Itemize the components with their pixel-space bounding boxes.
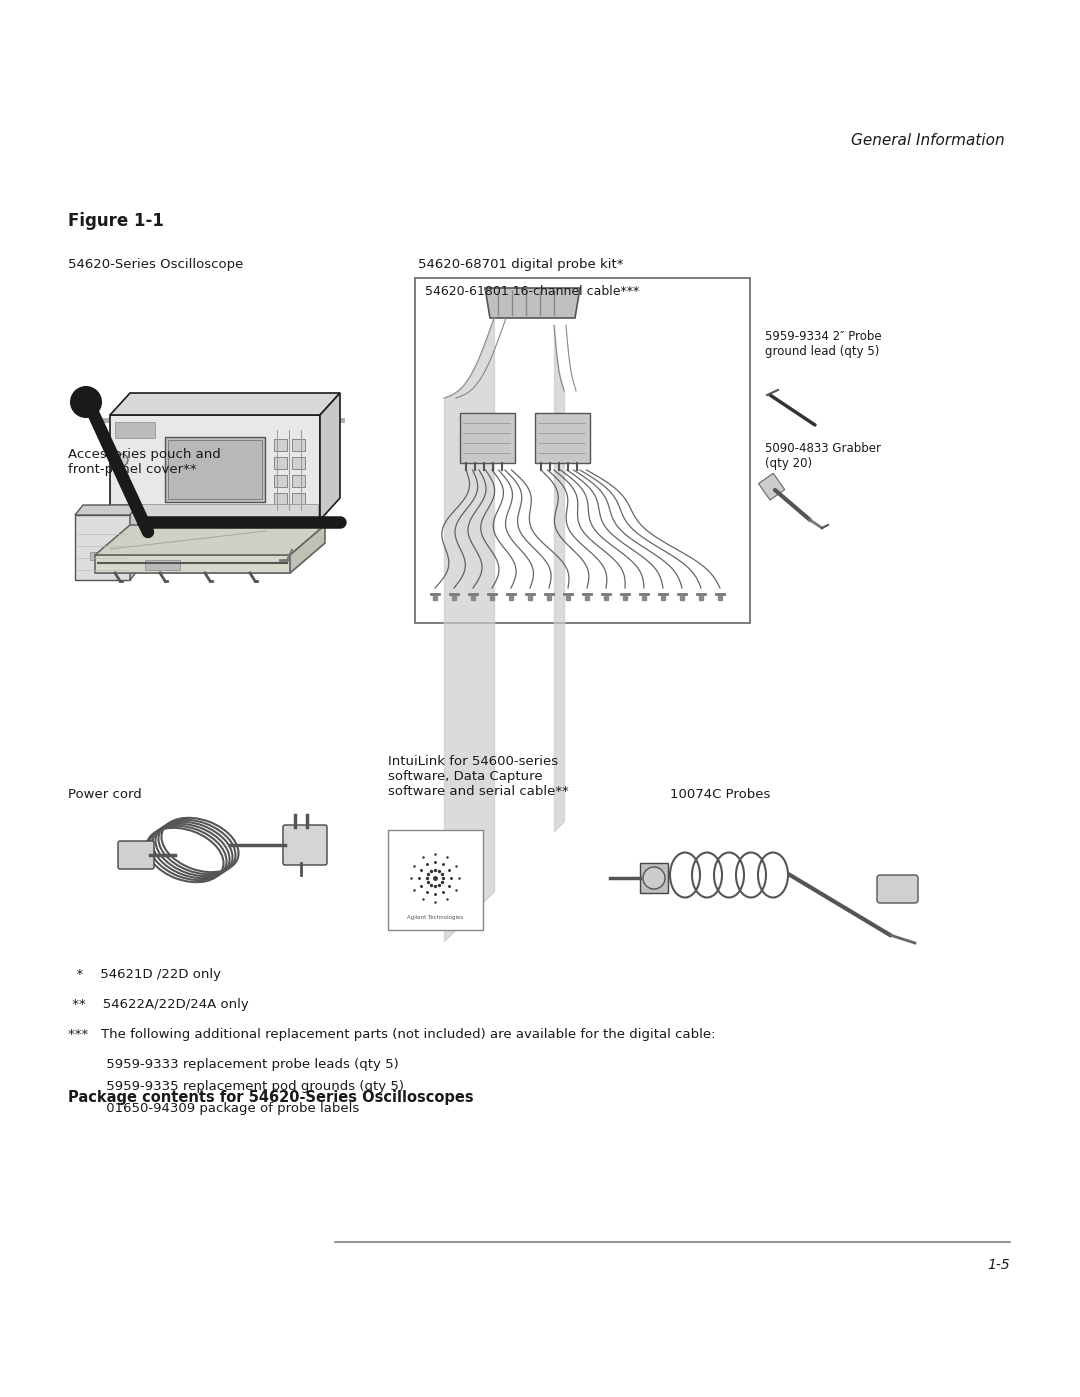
Text: *    54621D /22D only: * 54621D /22D only	[68, 968, 221, 981]
Text: 5959-9334 2″ Probe
ground lead (qty 5): 5959-9334 2″ Probe ground lead (qty 5)	[765, 330, 881, 358]
Text: 5959-9333 replacement probe leads (qty 5): 5959-9333 replacement probe leads (qty 5…	[68, 1058, 399, 1071]
Polygon shape	[95, 418, 345, 423]
Text: 01650-94309 package of probe labels: 01650-94309 package of probe labels	[68, 1102, 360, 1115]
Circle shape	[70, 386, 102, 418]
Text: IntuiLink for 54600-series
software, Data Capture
software and serial cable**: IntuiLink for 54600-series software, Dat…	[388, 754, 569, 798]
Polygon shape	[95, 543, 325, 573]
Polygon shape	[320, 393, 340, 520]
Text: Package contents for 54620-Series Oscilloscopes: Package contents for 54620-Series Oscill…	[68, 1090, 474, 1105]
Text: General Information: General Information	[851, 133, 1005, 148]
Bar	[274, 493, 287, 504]
Bar	[110, 415, 320, 520]
Bar	[640, 863, 669, 893]
FancyBboxPatch shape	[877, 875, 918, 902]
Bar	[274, 439, 287, 451]
Text: 5090-4833 Grabber
(qty 20): 5090-4833 Grabber (qty 20)	[765, 441, 881, 469]
Bar	[274, 475, 287, 488]
Bar	[75, 515, 130, 580]
Circle shape	[643, 868, 665, 888]
Bar	[415, 278, 750, 623]
Bar	[165, 437, 265, 502]
Text: **    54622A/22D/24A only: ** 54622A/22D/24A only	[68, 997, 248, 1011]
Bar	[460, 414, 515, 462]
Text: Agilent Technologies: Agilent Technologies	[407, 915, 463, 921]
Text: 54620-61801 16-channel cable***: 54620-61801 16-channel cable***	[426, 285, 639, 298]
Polygon shape	[110, 393, 340, 415]
FancyBboxPatch shape	[283, 826, 327, 865]
Bar	[292, 439, 305, 451]
Bar	[388, 830, 483, 930]
Bar	[112, 504, 318, 518]
Polygon shape	[95, 555, 291, 573]
Text: 5959-9335 replacement pod grounds (qty 5): 5959-9335 replacement pod grounds (qty 5…	[68, 1080, 404, 1092]
Bar	[292, 493, 305, 504]
Circle shape	[116, 454, 129, 467]
Text: Accessories pouch and
front-panel cover**: Accessories pouch and front-panel cover*…	[68, 448, 220, 476]
Bar	[292, 475, 305, 488]
Polygon shape	[75, 504, 138, 515]
Polygon shape	[130, 504, 138, 580]
Text: ***   The following additional replacement parts (not included) are available fo: *** The following additional replacement…	[68, 1028, 715, 1041]
Bar	[535, 414, 590, 462]
Polygon shape	[485, 288, 580, 319]
Bar	[145, 560, 180, 570]
Text: 10074C Probes: 10074C Probes	[670, 788, 770, 800]
Polygon shape	[95, 525, 325, 555]
Polygon shape	[291, 525, 325, 573]
Text: 54620-68701 digital probe kit*: 54620-68701 digital probe kit*	[418, 258, 623, 271]
Bar	[292, 457, 305, 469]
Bar	[274, 457, 287, 469]
Text: 1-5: 1-5	[987, 1259, 1010, 1273]
Text: Figure 1-1: Figure 1-1	[68, 212, 164, 231]
Bar	[168, 440, 262, 499]
Bar	[90, 552, 114, 560]
Text: 54620-Series Oscilloscope: 54620-Series Oscilloscope	[68, 258, 243, 271]
Bar	[758, 474, 785, 500]
Bar	[114, 422, 156, 439]
FancyBboxPatch shape	[118, 841, 154, 869]
Text: Power cord: Power cord	[68, 788, 141, 800]
